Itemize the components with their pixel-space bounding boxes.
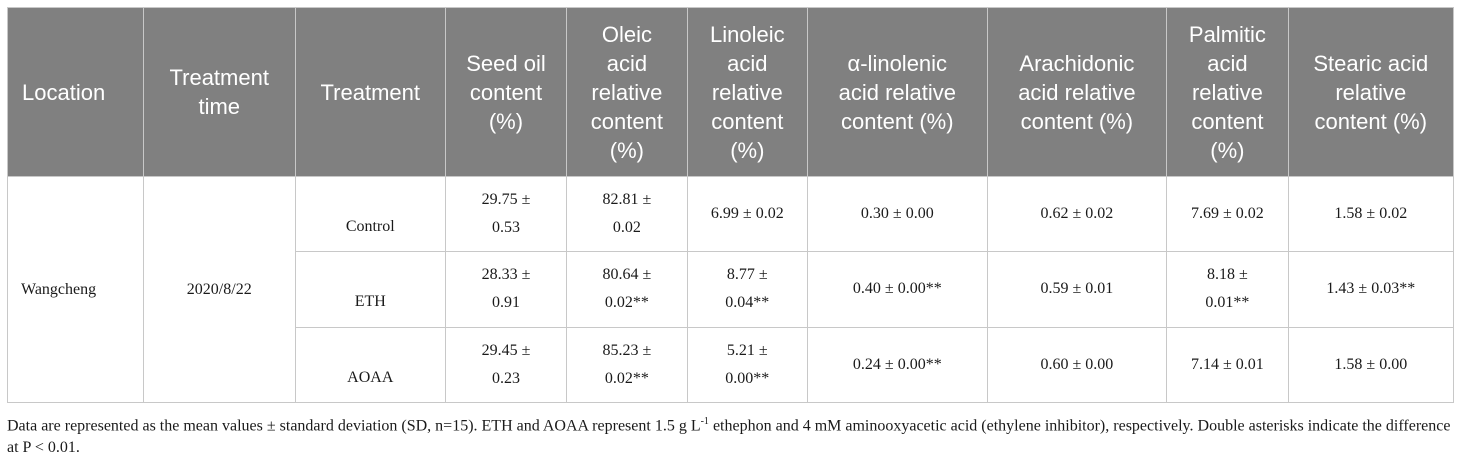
linoleic-cell: 6.99 ± 0.02: [686, 175, 809, 253]
header-treatment: Treatment: [294, 7, 446, 177]
arachidonic-cell: 0.59 ± 0.01: [986, 251, 1168, 328]
treatment-time-cell: 2020/8/22: [142, 176, 296, 403]
stearic-cell: 1.43 ± 0.03**: [1287, 251, 1455, 328]
footnote-text-continued: ethephon and 4 mM aminooxyacetic acid (e…: [7, 417, 1451, 457]
linoleic-cell: 5.21 ±0.00**: [686, 326, 809, 404]
header-alpha-linolenic: α-linolenic acid relative content (%): [807, 7, 988, 177]
footnote-text: Data are represented as the mean values …: [7, 417, 701, 435]
table-footnote: Data are represented as the mean values …: [7, 411, 1454, 459]
oleic-cell: 85.23 ±0.02**: [566, 326, 688, 404]
location-cell: Wangcheng: [7, 176, 144, 403]
arachidonic-cell: 0.60 ± 0.00: [986, 326, 1168, 404]
footnote-superscript: -1: [700, 416, 709, 427]
seed-oil-cell: 28.33 ±0.91: [444, 251, 568, 328]
stearic-cell: 1.58 ± 0.00: [1287, 326, 1455, 404]
header-stearic: Stearic acid relative content (%): [1287, 7, 1455, 177]
seed-oil-cell: 29.45 ±0.23: [444, 326, 568, 404]
palmitic-cell: 7.69 ± 0.02: [1166, 175, 1289, 253]
alpha-linolenic-cell: 0.24 ± 0.00**: [807, 326, 988, 404]
header-seed-oil: Seed oil content (%): [444, 7, 568, 177]
header-palmitic: Palmitic acid relative content (%): [1166, 7, 1289, 177]
header-row: Location Treatment time Treatment Seed o…: [7, 7, 1455, 177]
results-table: Location Treatment time Treatment Seed o…: [7, 7, 1455, 404]
table-row: Wangcheng 2020/8/22 Control 29.75 ±0.53 …: [7, 175, 1455, 403]
header-linoleic: Linoleic acid relative content (%): [686, 7, 809, 177]
header-oleic: Oleic acid relative content (%): [566, 7, 688, 177]
header-location: Location: [7, 7, 144, 177]
header-treatment-time: Treatment time: [142, 7, 296, 177]
treatment-cell: AOAA: [294, 326, 446, 404]
treatment-cell: Control: [294, 175, 446, 253]
oleic-cell: 82.81 ±0.02: [566, 175, 688, 253]
palmitic-cell: 7.14 ± 0.01: [1166, 326, 1289, 404]
arachidonic-cell: 0.62 ± 0.02: [986, 175, 1168, 253]
linoleic-cell: 8.77 ±0.04**: [686, 251, 809, 328]
treatment-cell: ETH: [294, 251, 446, 328]
seed-oil-cell: 29.75 ±0.53: [444, 175, 568, 253]
table-row: AOAA 29.45 ±0.23 85.23 ±0.02** 5.21 ±0.0…: [8, 326, 1455, 404]
stearic-cell: 1.58 ± 0.02: [1287, 175, 1455, 253]
table-row: ETH 28.33 ±0.91 80.64 ±0.02** 8.77 ±0.04…: [8, 251, 1455, 328]
alpha-linolenic-cell: 0.40 ± 0.00**: [807, 251, 988, 328]
header-arachidonic: Arachidonic acid relative content (%): [986, 7, 1168, 177]
palmitic-cell: 8.18 ±0.01**: [1166, 251, 1289, 328]
oleic-cell: 80.64 ±0.02**: [566, 251, 688, 328]
alpha-linolenic-cell: 0.30 ± 0.00: [807, 175, 988, 253]
